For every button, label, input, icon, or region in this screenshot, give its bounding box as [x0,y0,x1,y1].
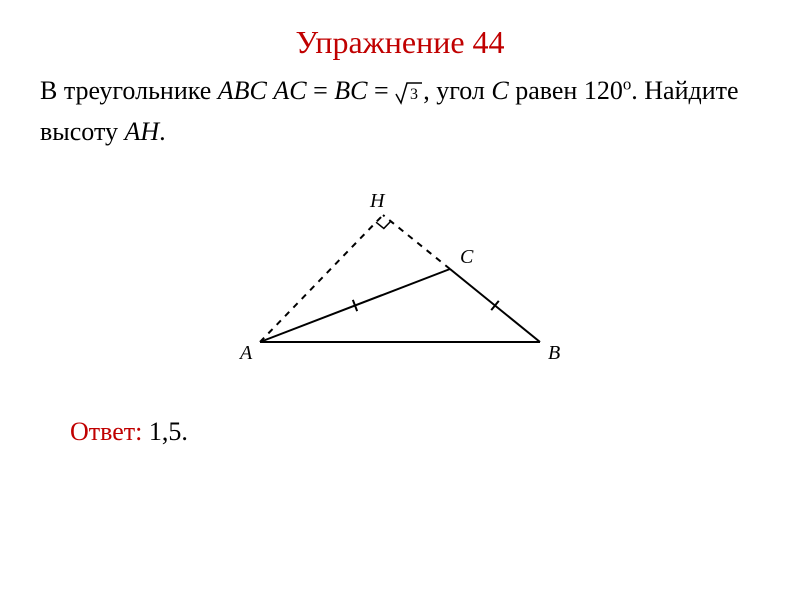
svg-text:H: H [369,190,386,212]
problem-statement: В треугольнике ABC AC = BC = 3 , угол C … [40,73,760,149]
p-ah: AH [124,117,159,146]
triangle-svg: A B C H [220,177,580,377]
p-eq2: = [368,76,396,105]
title-text: Упражнение 44 [295,24,504,60]
exercise-title: Упражнение 44 [40,24,760,61]
p-deg: o [623,74,631,93]
svg-text:B: B [548,342,560,364]
p-cvar: C [491,76,508,105]
svg-text:C: C [460,246,474,268]
svg-text:A: A [238,342,253,364]
p-eq1: = [307,76,335,105]
p-post1: , угол [423,76,491,105]
triangle-figure: A B C H [40,177,760,377]
p-post2: равен 120 [509,76,623,105]
sqrt-value: 3 [410,86,418,103]
p-tri: ABC [218,76,267,105]
answer-line: Ответ: 1,5. [70,417,760,447]
sqrt-icon: 3 [395,79,423,114]
answer-value: 1,5. [149,417,188,446]
p-ac: AC [273,76,306,105]
p-pre: В треугольнике [40,76,218,105]
answer-label: Ответ: [70,417,149,446]
p-end: . [159,117,166,146]
p-bc: BC [334,76,367,105]
